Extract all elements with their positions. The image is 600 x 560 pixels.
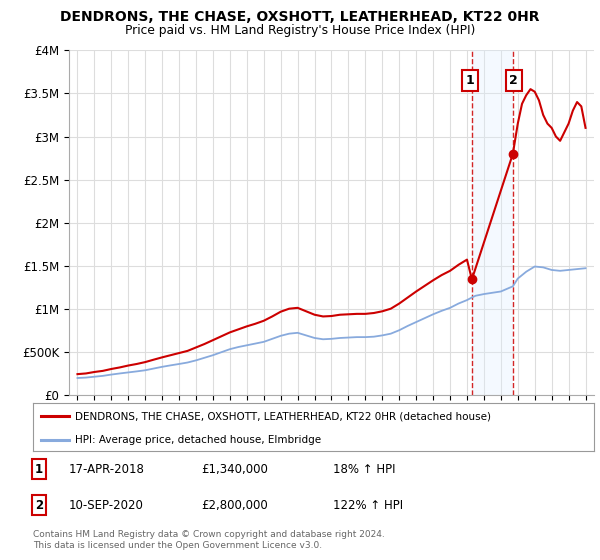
Text: This data is licensed under the Open Government Licence v3.0.: This data is licensed under the Open Gov… (33, 541, 322, 550)
Text: 2: 2 (35, 498, 43, 512)
Text: 17-APR-2018: 17-APR-2018 (69, 463, 145, 476)
Text: £2,800,000: £2,800,000 (201, 498, 268, 512)
Text: £1,340,000: £1,340,000 (201, 463, 268, 476)
Text: 122% ↑ HPI: 122% ↑ HPI (333, 498, 403, 512)
Text: DENDRONS, THE CHASE, OXSHOTT, LEATHERHEAD, KT22 0HR: DENDRONS, THE CHASE, OXSHOTT, LEATHERHEA… (60, 10, 540, 24)
Text: Price paid vs. HM Land Registry's House Price Index (HPI): Price paid vs. HM Land Registry's House … (125, 24, 475, 36)
Text: 1: 1 (35, 463, 43, 476)
Text: HPI: Average price, detached house, Elmbridge: HPI: Average price, detached house, Elmb… (75, 435, 321, 445)
Text: Contains HM Land Registry data © Crown copyright and database right 2024.: Contains HM Land Registry data © Crown c… (33, 530, 385, 539)
Text: 18% ↑ HPI: 18% ↑ HPI (333, 463, 395, 476)
Text: 2: 2 (509, 74, 518, 87)
Bar (472, 50, 513, 395)
Text: DENDRONS, THE CHASE, OXSHOTT, LEATHERHEAD, KT22 0HR (detached house): DENDRONS, THE CHASE, OXSHOTT, LEATHERHEA… (75, 411, 491, 421)
Text: 10-SEP-2020: 10-SEP-2020 (69, 498, 144, 512)
Text: 1: 1 (466, 74, 475, 87)
